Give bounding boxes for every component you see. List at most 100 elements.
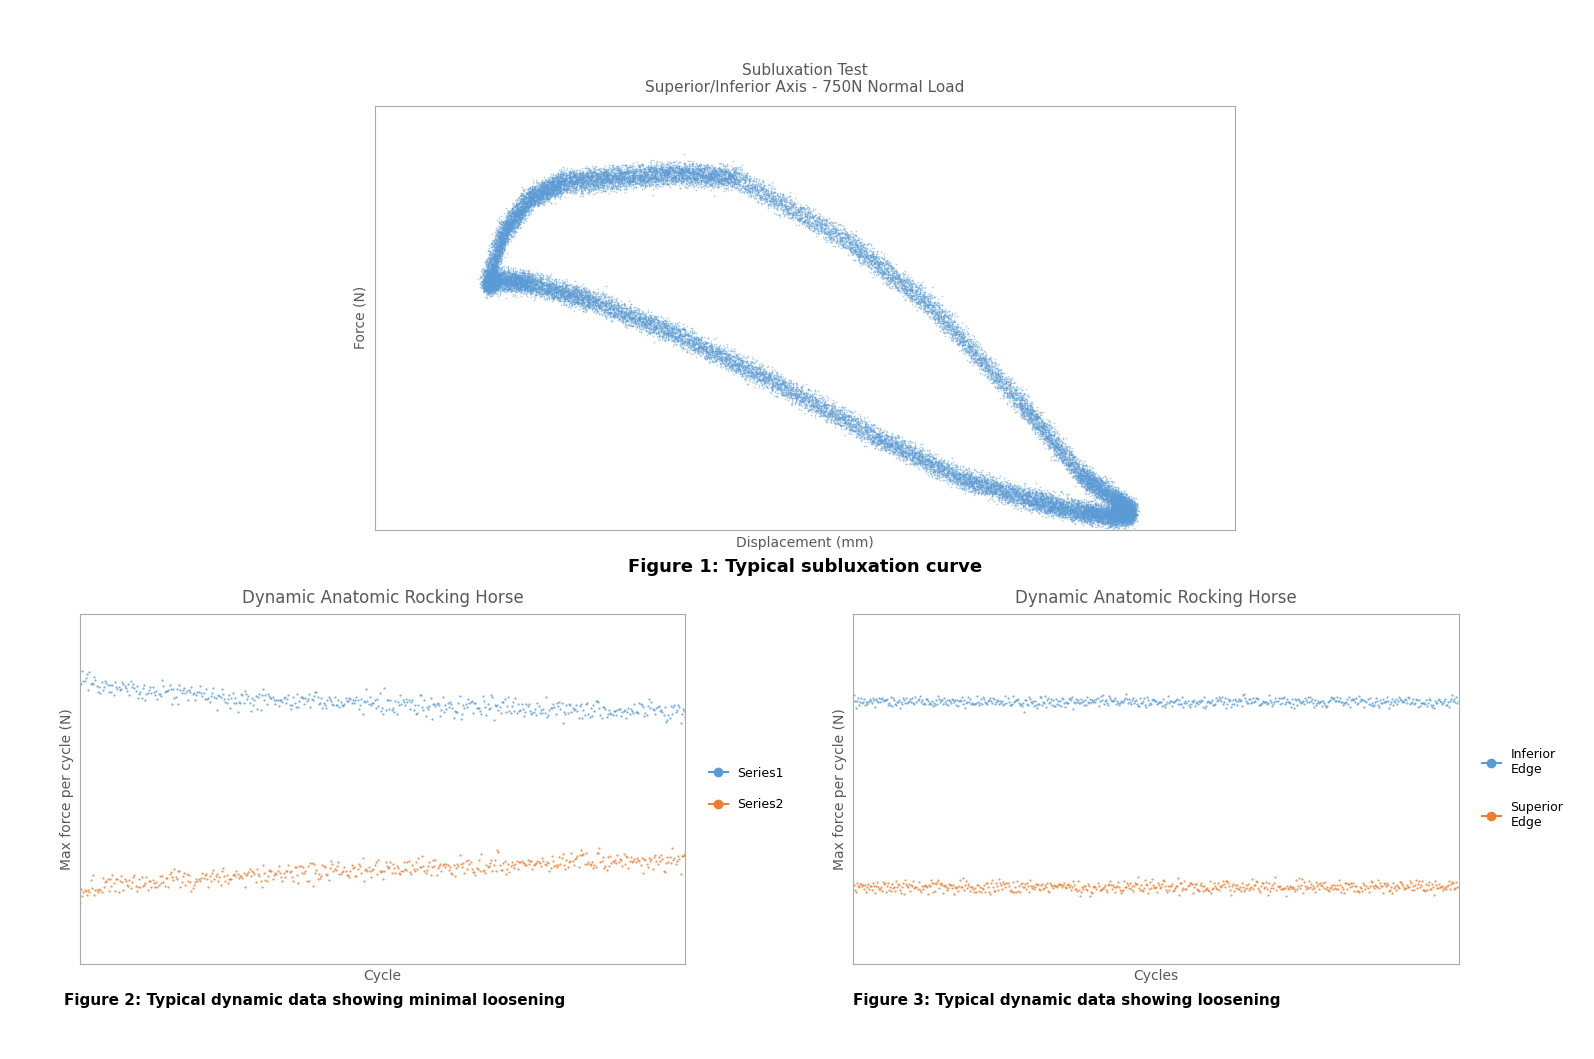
- Point: [501, 216, 526, 233]
- Point: [695, 166, 720, 183]
- Point: [874, 435, 899, 452]
- Point: [819, 408, 845, 425]
- Point: [1111, 508, 1137, 525]
- Point: [596, 170, 622, 187]
- Point: [504, 274, 529, 291]
- Point: [1111, 508, 1137, 525]
- Point: [566, 290, 591, 307]
- Point: [1106, 492, 1132, 509]
- Point: [660, 321, 685, 338]
- Point: [756, 186, 781, 203]
- Point: [701, 336, 727, 353]
- Point: [528, 181, 553, 198]
- Point: [679, 335, 705, 352]
- Point: [521, 274, 547, 291]
- Point: [1089, 483, 1114, 500]
- Point: [516, 274, 542, 291]
- Point: [830, 235, 856, 252]
- Point: [991, 697, 1017, 714]
- Point: [485, 262, 510, 279]
- Point: [499, 272, 524, 289]
- Point: [472, 272, 497, 289]
- Point: [714, 176, 740, 193]
- Point: [717, 164, 743, 181]
- Point: [1119, 502, 1144, 519]
- Point: [499, 214, 524, 231]
- Point: [510, 204, 536, 221]
- Point: [1082, 497, 1108, 514]
- Point: [644, 170, 669, 187]
- Point: [603, 165, 628, 182]
- Point: [475, 274, 501, 291]
- Point: [572, 290, 598, 307]
- Point: [1025, 501, 1050, 518]
- Point: [622, 170, 647, 187]
- Point: [607, 307, 633, 324]
- Point: [1019, 496, 1044, 513]
- Point: [987, 379, 1012, 396]
- Point: [508, 269, 534, 286]
- Point: [493, 273, 518, 290]
- Point: [713, 354, 738, 371]
- Point: [625, 309, 650, 326]
- Point: [650, 161, 676, 178]
- Point: [854, 431, 880, 448]
- Point: [1103, 501, 1129, 518]
- Point: [864, 878, 889, 895]
- Point: [1027, 499, 1052, 516]
- Point: [748, 358, 773, 375]
- Point: [497, 214, 523, 231]
- Point: [716, 164, 741, 181]
- Point: [501, 271, 526, 288]
- Point: [1097, 496, 1122, 513]
- Point: [741, 355, 767, 372]
- Point: [1122, 505, 1148, 522]
- Point: [1106, 505, 1132, 522]
- Point: [550, 286, 575, 303]
- Point: [654, 176, 679, 193]
- Point: [628, 317, 654, 334]
- Point: [842, 412, 867, 429]
- Point: [1098, 496, 1124, 513]
- Point: [1393, 880, 1419, 897]
- Point: [569, 169, 595, 186]
- Point: [477, 267, 502, 284]
- Point: [963, 470, 988, 487]
- Point: [574, 295, 599, 312]
- Point: [483, 256, 508, 273]
- Point: [486, 223, 512, 240]
- Point: [1057, 498, 1082, 515]
- Point: [740, 363, 765, 380]
- Point: [1049, 499, 1074, 516]
- Point: [861, 423, 886, 439]
- Point: [929, 319, 955, 336]
- Point: [1105, 500, 1130, 517]
- Point: [504, 214, 529, 231]
- Point: [757, 372, 783, 389]
- Point: [526, 182, 552, 199]
- Point: [956, 344, 982, 361]
- Point: [845, 239, 870, 256]
- Point: [577, 299, 603, 316]
- Point: [792, 395, 818, 412]
- Point: [550, 279, 575, 295]
- Point: [609, 176, 634, 193]
- Point: [1109, 500, 1135, 517]
- Point: [585, 165, 611, 182]
- Point: [571, 181, 596, 198]
- Point: [516, 183, 542, 200]
- Point: [757, 372, 783, 389]
- Point: [966, 473, 991, 490]
- Point: [615, 164, 641, 181]
- Point: [776, 200, 802, 217]
- Point: [818, 408, 843, 425]
- Point: [1030, 419, 1055, 436]
- Point: [1116, 507, 1141, 524]
- Point: [940, 469, 966, 486]
- Point: [925, 696, 950, 713]
- Point: [563, 180, 588, 197]
- Point: [617, 303, 642, 320]
- Point: [853, 414, 878, 431]
- Point: [1114, 501, 1140, 518]
- Point: [499, 200, 524, 217]
